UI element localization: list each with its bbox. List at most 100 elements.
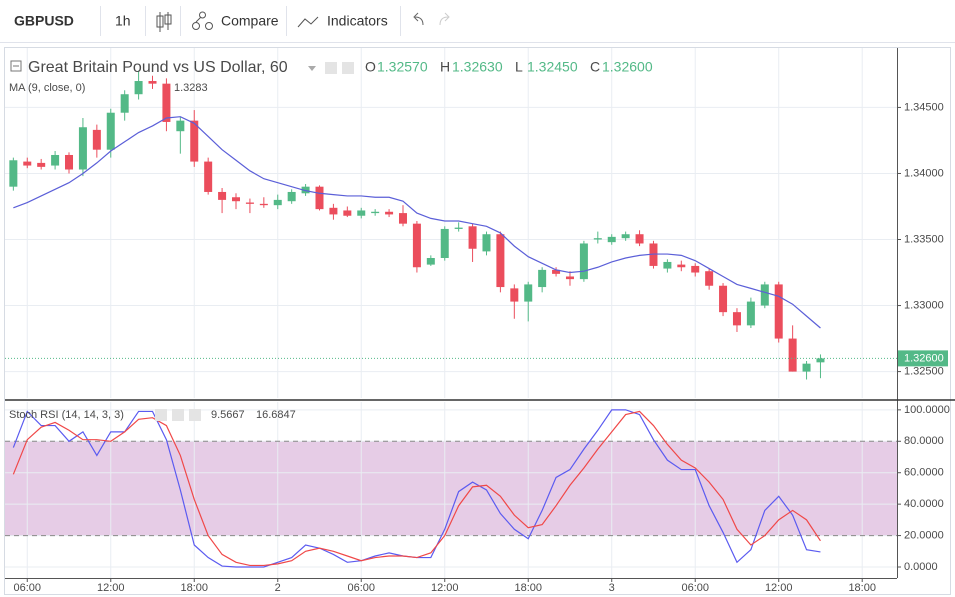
- y-tick-label: 60.0000: [904, 467, 944, 479]
- settings-icon[interactable]: [155, 409, 167, 421]
- y-tick-label: 1.33000: [904, 299, 944, 311]
- candle-body: [190, 120, 199, 162]
- y-tick-label: 20.0000: [904, 529, 944, 541]
- x-tick-label: 18:00: [180, 582, 208, 594]
- chart-style-icon[interactable]: [156, 12, 172, 32]
- interval[interactable]: 1h: [115, 13, 131, 29]
- x-tick-label: 12:00: [431, 582, 459, 594]
- y-tick-label: 1.33500: [904, 233, 944, 245]
- candle-body: [92, 129, 101, 150]
- candle-body: [482, 234, 491, 252]
- series-line: [12, 410, 821, 567]
- ohlc-value: 1.32450: [527, 59, 578, 75]
- candle-body: [37, 162, 46, 167]
- ma-label: MA (9, close, 0): [9, 82, 85, 94]
- candle-body: [106, 112, 115, 150]
- x-tick-label: 06:00: [347, 582, 375, 594]
- candle-body: [663, 261, 672, 269]
- candle-body: [774, 284, 783, 339]
- candle-body: [607, 236, 616, 243]
- candle-body: [412, 223, 421, 268]
- y-tick-label: 100.0000: [904, 404, 950, 416]
- candle-body: [538, 269, 547, 288]
- x-tick-label: 3: [609, 582, 615, 594]
- series-line: [13, 116, 821, 329]
- x-tick-label: 12:00: [765, 582, 793, 594]
- close-icon[interactable]: [189, 409, 201, 421]
- x-tick-label: 18:00: [514, 582, 542, 594]
- candle-body: [329, 207, 338, 215]
- y-tick-label: 80.0000: [904, 435, 944, 447]
- candle-body: [245, 202, 254, 204]
- candle-body: [816, 358, 825, 363]
- candle-body: [760, 284, 769, 306]
- x-tick-label: 2: [275, 582, 281, 594]
- candle-body: [677, 264, 686, 268]
- candle-body: [385, 211, 394, 215]
- candle-body: [788, 338, 797, 372]
- candle-body: [134, 81, 143, 95]
- candle-body: [732, 312, 741, 326]
- candle-body: [204, 161, 213, 192]
- candle-body: [719, 285, 728, 313]
- ma-value: 1.3283: [174, 82, 208, 94]
- candle-body: [65, 154, 74, 170]
- indicators-icon[interactable]: [297, 16, 319, 28]
- ohlc-value: 1.32630: [452, 59, 503, 75]
- ohlc-value: 1.32570: [377, 59, 428, 75]
- settings-icon[interactable]: [342, 62, 354, 74]
- candle-body: [552, 269, 561, 274]
- dropdown-icon[interactable]: [308, 66, 316, 71]
- candle-body: [259, 203, 268, 206]
- ohlc-value: 1.32600: [602, 59, 653, 75]
- candle-body: [301, 186, 310, 194]
- candle-body: [746, 301, 755, 326]
- compare-button[interactable]: Compare: [221, 13, 279, 29]
- candle-body: [162, 83, 171, 122]
- candle-body: [802, 363, 811, 372]
- candle-body: [218, 191, 227, 200]
- candle-body: [9, 160, 18, 187]
- settings-icon[interactable]: [172, 409, 184, 421]
- ohlc-label: O: [365, 59, 376, 75]
- y-tick-label: 40.0000: [904, 498, 944, 510]
- plot: [5, 48, 897, 578]
- redo-button[interactable]: [439, 12, 450, 26]
- last-price-label: 1.32600: [904, 352, 944, 364]
- candle-body: [579, 243, 588, 280]
- candle-body: [120, 94, 129, 113]
- indicators-button[interactable]: Indicators: [327, 13, 388, 29]
- candle-body: [287, 191, 296, 202]
- symbol[interactable]: GBPUSD: [14, 13, 74, 29]
- stoch-band: [5, 441, 897, 536]
- candle-body: [621, 234, 630, 239]
- compare-icon[interactable]: [192, 11, 213, 30]
- ohlc-label: C: [590, 59, 600, 75]
- candle-body: [565, 276, 574, 280]
- stoch-k-value: 9.5667: [211, 409, 245, 421]
- candle-body: [371, 211, 380, 214]
- candle-body: [468, 226, 477, 249]
- collapse-icon[interactable]: [10, 60, 22, 72]
- y-tick-label: 1.32500: [904, 365, 944, 377]
- candle-body: [232, 197, 241, 202]
- settings-icon[interactable]: [325, 62, 337, 74]
- candle-body: [176, 120, 185, 132]
- candle-body: [357, 210, 366, 216]
- candle-body: [635, 234, 644, 244]
- undo-button[interactable]: [413, 12, 424, 26]
- candle-body: [705, 271, 714, 286]
- candle-body: [315, 186, 324, 210]
- candle-body: [454, 227, 463, 229]
- candle-body: [343, 210, 352, 216]
- y-tick-label: 1.34500: [904, 101, 944, 113]
- stoch-label: Stoch RSI (14, 14, 3, 3): [9, 409, 124, 421]
- ohlc-label: L: [515, 59, 523, 75]
- symbol-title: Great Britain Pound vs US Dollar, 60: [28, 59, 288, 76]
- candle-body: [524, 284, 533, 302]
- y-tick-label: 1.34000: [904, 167, 944, 179]
- candle-body: [148, 81, 157, 84]
- candle-body: [23, 161, 32, 166]
